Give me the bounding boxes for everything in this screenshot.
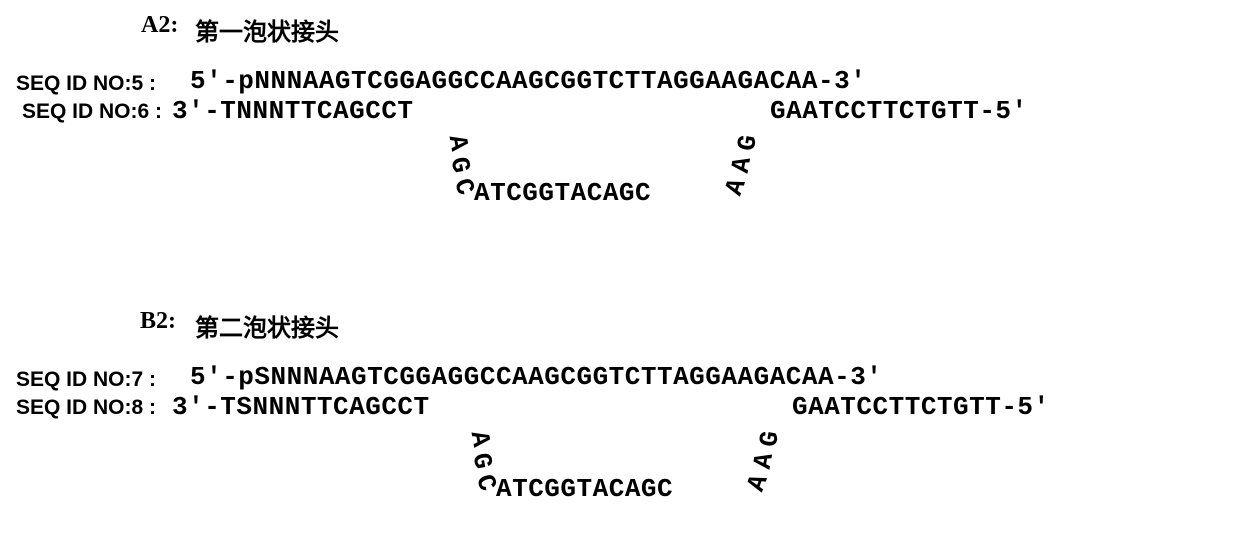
bubble-a-left-1: G xyxy=(444,155,476,176)
adapter-a-title: 第一泡状接头 xyxy=(195,12,339,47)
seq7-text: 5'-pSNNNAAGTCGGAGGCCAAGCGGTCTTAGGAAGACAA… xyxy=(190,362,882,392)
seq6-label: SEQ ID NO:6 : xyxy=(22,100,162,124)
bubble-b-right-2: G xyxy=(754,429,786,450)
seq6-right: GAATCCTTCTGTT-5' xyxy=(770,96,1028,126)
bubble-a-right-0: A xyxy=(719,175,753,200)
seq8-right: GAATCCTTCTGTT-5' xyxy=(792,392,1050,422)
seq5-text: 5'-pNNNAAGTCGGAGGCCAAGCGGTCTTAGGAAGACAA-… xyxy=(190,66,866,96)
bubble-a-bottom: ATCGGTACAGC xyxy=(474,178,651,208)
seq8-left: 3'-TSNNNTTCAGCCT xyxy=(172,392,430,422)
bubble-a-left-0: A xyxy=(442,133,474,154)
seq8-label: SEQ ID NO:8 : xyxy=(16,396,156,420)
adapter-b-id: B2: xyxy=(140,308,176,335)
seq5-label: SEQ ID NO:5 : xyxy=(16,72,156,96)
seq7-label: SEQ ID NO:7 : xyxy=(16,368,156,392)
bubble-b-right-1: A xyxy=(748,451,780,472)
adapter-a-id: A2: xyxy=(141,12,178,39)
bubble-a-right-1: A xyxy=(726,155,758,176)
bubble-b-right-0: A xyxy=(741,471,775,496)
seq6-left: 3'-TNNNTTCAGCCT xyxy=(172,96,414,126)
bubble-b-left-0: A xyxy=(464,429,496,450)
bubble-a-right-2: G xyxy=(732,133,764,154)
bubble-b-bottom: ATCGGTACAGC xyxy=(496,474,673,504)
bubble-b-left-1: G xyxy=(466,451,498,472)
adapter-b-title: 第二泡状接头 xyxy=(195,308,339,343)
